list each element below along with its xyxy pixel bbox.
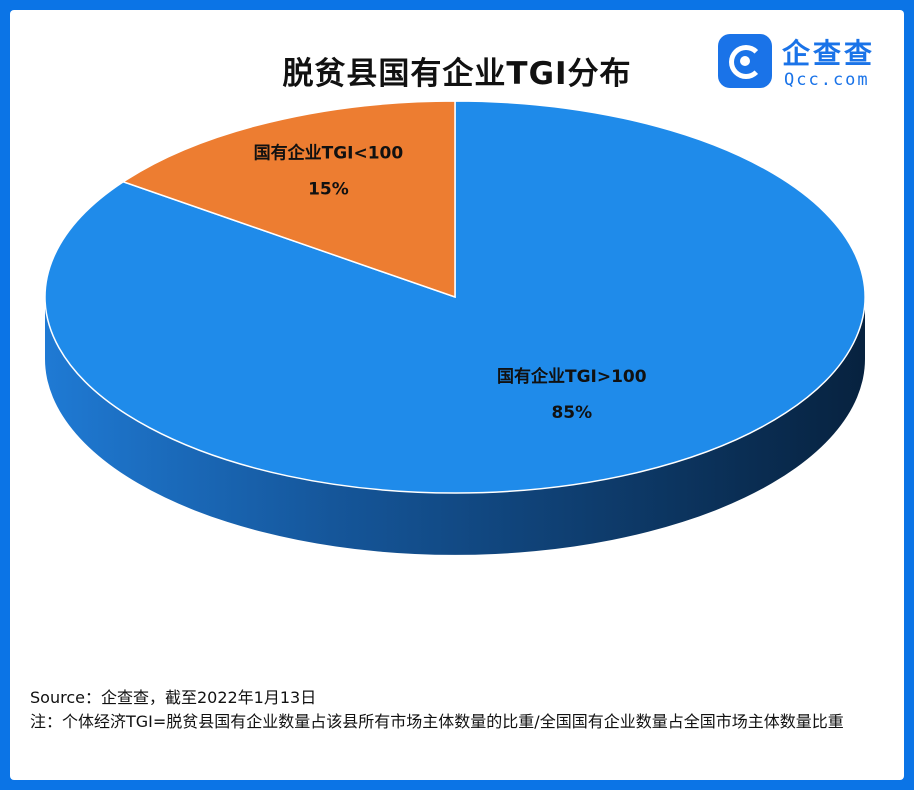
note-text: 注：个体经济TGI=脱贫县国有企业数量占该县所有市场主体数量的比重/全国国有企业… [30, 712, 844, 731]
qcc-logo: 企查查 Qcc.com [718, 32, 888, 94]
pie-slice [121, 100, 456, 299]
slice-value-label: 15% [308, 179, 349, 199]
logo-name: 企查查 [782, 37, 876, 70]
chart-frame: 脱贫县国有企业TGI分布 企查查 Qcc.com 国有企业TGI>100 85% 国… [10, 10, 904, 780]
footer: Source：企查查，截至2022年1月13日 注：个体经济TGI=脱贫县国有企… [30, 686, 900, 734]
chart-title: 脱贫县国有企业TGI分布 [282, 56, 632, 92]
slice-name-label: 国有企业TGI>100 [497, 366, 647, 387]
pie-side-wall [45, 297, 865, 555]
pie-chart: 国有企业TGI>100 85% 国有企业TGI<100 15% [44, 100, 866, 555]
slice-name-label: 国有企业TGI<100 [254, 142, 404, 163]
slice-value-label: 85% [551, 403, 592, 423]
source-text: Source：企查查，截至2022年1月13日 [30, 688, 317, 707]
logo-url: Qcc.com [784, 70, 870, 90]
qcc-magnifier-icon [718, 34, 772, 88]
